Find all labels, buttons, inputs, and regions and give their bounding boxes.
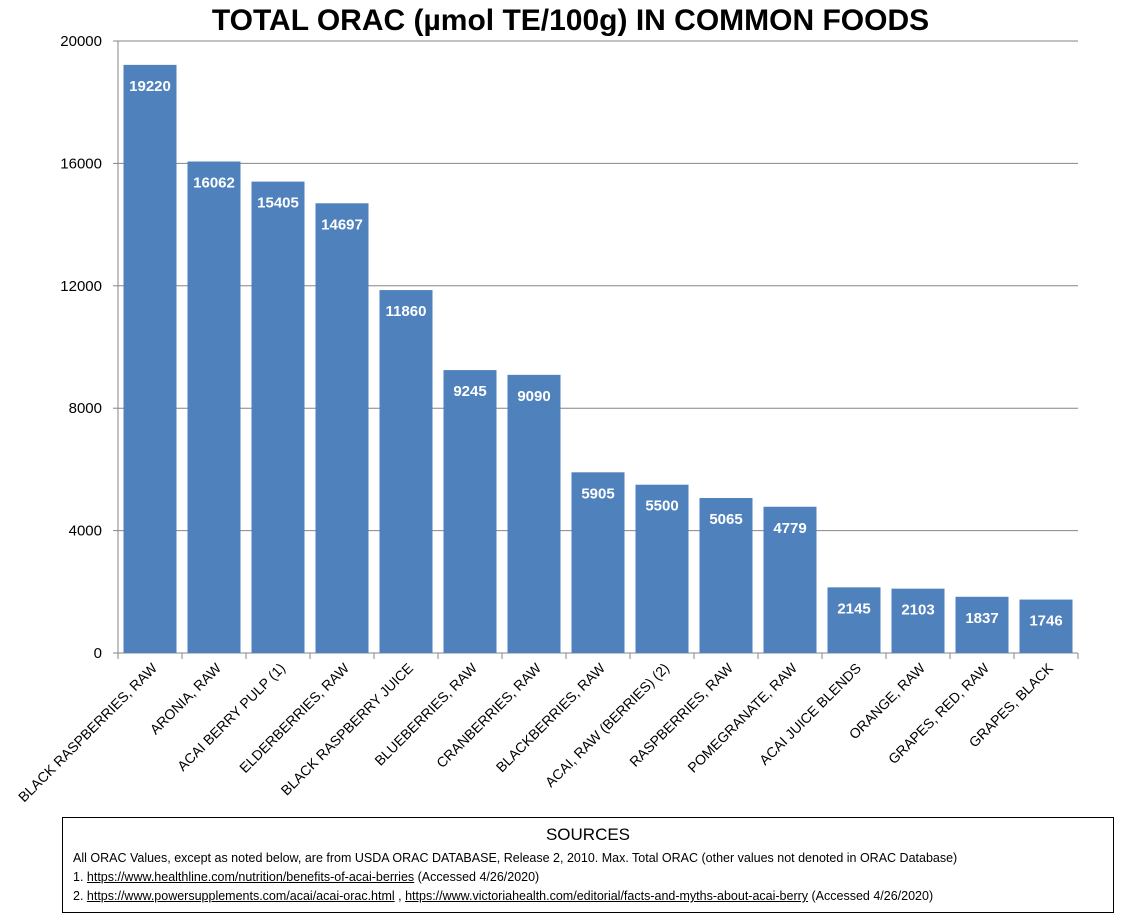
bar [379, 290, 433, 653]
bar [1019, 599, 1073, 653]
bar [123, 64, 177, 654]
data-label: 2103 [901, 602, 934, 619]
x-tick-label: POMEGRANATE, RAW [684, 659, 800, 775]
data-label: 5905 [581, 485, 614, 502]
bar [763, 506, 817, 653]
bar [507, 374, 561, 653]
source-2: 2. https://www.powersupplements.com/acai… [73, 887, 1103, 906]
data-label: 15405 [257, 195, 299, 212]
data-label: 9090 [517, 388, 550, 405]
bar [443, 370, 497, 653]
data-label: 11860 [386, 303, 427, 320]
x-tick-label: ACAI, RAW (BERRIES) (2) [542, 660, 672, 790]
source-1-accessed: (Accessed 4/26/2020) [414, 870, 540, 884]
x-tick-label: ELDERBERRIES, RAW [236, 659, 353, 776]
data-label: 19220 [129, 78, 171, 95]
source-2-link-b[interactable]: https://www.victoriahealth.com/editorial… [405, 889, 809, 903]
x-tick-label: ACAI BERRY PULP (1) [174, 660, 288, 774]
chart-title: TOTAL ORAC (µmol TE/100g) IN COMMON FOOD… [211, 4, 930, 37]
x-tick-label: BLACKBERRIES, RAW [493, 659, 609, 775]
y-tick-label: 0 [94, 645, 102, 662]
data-label: 9245 [453, 383, 486, 400]
y-tick-label: 4000 [69, 523, 102, 540]
y-tick-label: 12000 [60, 278, 102, 295]
x-tick-label: RASPBERRIES, RAW [626, 659, 737, 770]
source-2-link-a[interactable]: https://www.powersupplements.com/acai/ac… [86, 889, 395, 903]
data-label: 5065 [709, 511, 742, 528]
x-tick-label: BLACK RASPBERRY JUICE [278, 660, 417, 799]
y-tick-label: 16000 [60, 155, 102, 172]
source-2-number: 2. [73, 889, 87, 903]
source-1-number: 1. [73, 870, 87, 884]
data-label: 14697 [321, 216, 363, 233]
y-tick-label: 20000 [60, 33, 102, 50]
bar [635, 484, 689, 653]
bar [571, 472, 625, 653]
sources-heading: SOURCES [545, 825, 631, 844]
source-1: 1. https://www.healthline.com/nutrition/… [73, 868, 1103, 887]
sources-box: SOURCES All ORAC Values, except as noted… [62, 817, 1114, 913]
source-1-link[interactable]: https://www.healthline.com/nutrition/ben… [86, 870, 415, 884]
source-note-text: All ORAC Values, except as noted below, … [73, 851, 958, 865]
x-tick-label: CRANBERRIES, RAW [433, 659, 545, 771]
bar [315, 203, 369, 654]
data-label: 1746 [1029, 613, 1062, 630]
source-2-separator: , [394, 889, 406, 903]
bar [827, 587, 881, 653]
bar [891, 588, 945, 653]
bar [699, 498, 753, 653]
data-label: 1837 [965, 610, 998, 627]
y-tick-label: 8000 [69, 400, 102, 417]
source-2-accessed: (Accessed 4/26/2020) [808, 889, 934, 903]
bar [955, 596, 1009, 653]
data-label: 16062 [193, 175, 235, 192]
source-note: All ORAC Values, except as noted below, … [73, 849, 1103, 868]
data-label: 4779 [773, 520, 806, 537]
bar [251, 181, 305, 653]
bar [187, 161, 241, 653]
data-label: 5500 [645, 498, 678, 515]
x-tick-label: BLACK RASPBERRIES, RAW [15, 659, 161, 805]
data-label: 2145 [837, 600, 870, 617]
